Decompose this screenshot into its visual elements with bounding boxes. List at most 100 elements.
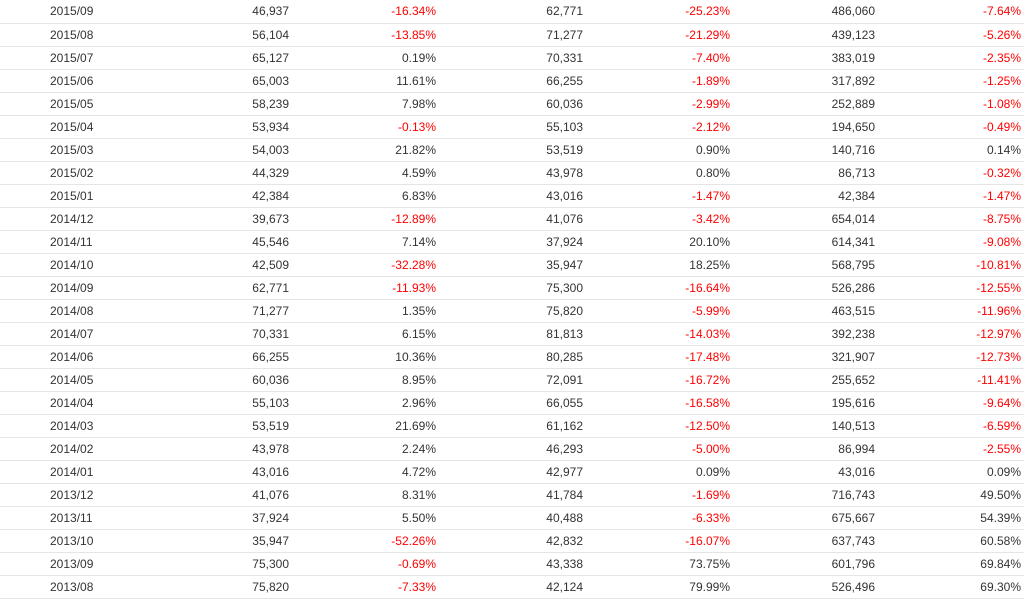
- value-3-cell: 439,123: [730, 23, 875, 47]
- change-3-cell: 54.39%: [875, 506, 1024, 530]
- table-row: 2013/08 75,820 -7.33% 42,124 79.99% 526,496 69…: [0, 575, 1024, 599]
- table-row: 2015/06 65,003 11.61% 66,255 -1.89% 317,892 -1…: [0, 69, 1024, 93]
- change-1-cell: 1.35%: [289, 299, 436, 323]
- change-2-cell: -1.47%: [583, 184, 730, 208]
- change-1-cell: -13.85%: [289, 23, 436, 47]
- change-3-cell: -9.08%: [875, 230, 1024, 254]
- change-1-cell: 4.72%: [289, 460, 436, 484]
- month-cell: 2015/06: [0, 69, 148, 93]
- value-1-cell: 71,277: [148, 299, 289, 323]
- change-1-cell: 10.36%: [289, 345, 436, 369]
- value-1-cell: 45,546: [148, 230, 289, 254]
- change-3-cell: -0.32%: [875, 161, 1024, 185]
- table-row: 2014/05 60,036 8.95% 72,091 -16.72% 255,652 -1…: [0, 368, 1024, 392]
- value-2-cell: 53,519: [436, 138, 583, 162]
- month-cell: 2014/07: [0, 322, 148, 346]
- change-3-cell: -6.59%: [875, 414, 1024, 438]
- month-cell: 2015/07: [0, 46, 148, 70]
- table-row: 2013/11 37,924 5.50% 40,488 -6.33% 675,667 54.…: [0, 506, 1024, 530]
- change-1-cell: -52.26%: [289, 529, 436, 553]
- change-1-cell: 8.95%: [289, 368, 436, 392]
- change-3-cell: -5.26%: [875, 23, 1024, 47]
- value-1-cell: 53,519: [148, 414, 289, 438]
- table-row: 2014/09 62,771 -11.93% 75,300 -16.64% 526,286…: [0, 276, 1024, 300]
- value-1-cell: 58,239: [148, 92, 289, 116]
- value-2-cell: 41,784: [436, 483, 583, 507]
- table-row: 2015/05 58,239 7.98% 60,036 -2.99% 252,889 -1.…: [0, 92, 1024, 116]
- change-2-cell: -16.72%: [583, 368, 730, 392]
- table-row: 2015/01 42,384 6.83% 43,016 -1.47% 42,384 -1.4…: [0, 184, 1024, 208]
- month-cell: 2014/03: [0, 414, 148, 438]
- change-1-cell: 8.31%: [289, 483, 436, 507]
- value-2-cell: 70,331: [436, 46, 583, 70]
- table-row: 2013/10 35,947 -52.26% 42,832 -16.07% 637,743…: [0, 529, 1024, 553]
- month-cell: 2015/02: [0, 161, 148, 185]
- change-3-cell: 49.50%: [875, 483, 1024, 507]
- change-3-cell: -7.64%: [875, 0, 1024, 24]
- month-cell: 2015/04: [0, 115, 148, 139]
- value-3-cell: 86,713: [730, 161, 875, 185]
- value-3-cell: 568,795: [730, 253, 875, 277]
- value-1-cell: 55,103: [148, 391, 289, 415]
- change-1-cell: 4.59%: [289, 161, 436, 185]
- value-3-cell: 675,667: [730, 506, 875, 530]
- change-3-cell: 0.09%: [875, 460, 1024, 484]
- value-1-cell: 43,016: [148, 460, 289, 484]
- value-3-cell: 463,515: [730, 299, 875, 323]
- table-row: 2014/02 43,978 2.24% 46,293 -5.00% 86,994 -2.5…: [0, 437, 1024, 461]
- month-cell: 2014/09: [0, 276, 148, 300]
- change-2-cell: 18.25%: [583, 253, 730, 277]
- month-cell: 2015/05: [0, 92, 148, 116]
- change-1-cell: 0.19%: [289, 46, 436, 70]
- value-1-cell: 42,509: [148, 253, 289, 277]
- value-2-cell: 43,016: [436, 184, 583, 208]
- value-2-cell: 43,978: [436, 161, 583, 185]
- table-row: 2015/08 56,104 -13.85% 71,277 -21.29% 439,123…: [0, 23, 1024, 47]
- change-2-cell: 0.09%: [583, 460, 730, 484]
- value-3-cell: 526,496: [730, 575, 875, 599]
- value-3-cell: 614,341: [730, 230, 875, 254]
- value-1-cell: 54,003: [148, 138, 289, 162]
- value-2-cell: 62,771: [436, 0, 583, 24]
- value-3-cell: 486,060: [730, 0, 875, 24]
- value-3-cell: 140,513: [730, 414, 875, 438]
- change-3-cell: -2.35%: [875, 46, 1024, 70]
- value-3-cell: 317,892: [730, 69, 875, 93]
- month-cell: 2015/08: [0, 23, 148, 47]
- change-1-cell: 2.96%: [289, 391, 436, 415]
- change-1-cell: 6.83%: [289, 184, 436, 208]
- month-cell: 2014/10: [0, 253, 148, 277]
- value-3-cell: 383,019: [730, 46, 875, 70]
- value-2-cell: 42,977: [436, 460, 583, 484]
- value-1-cell: 75,820: [148, 575, 289, 599]
- value-3-cell: 526,286: [730, 276, 875, 300]
- value-3-cell: 716,743: [730, 483, 875, 507]
- table-row: 2014/06 66,255 10.36% 80,285 -17.48% 321,907-…: [0, 345, 1024, 369]
- change-1-cell: -16.34%: [289, 0, 436, 24]
- change-3-cell: 69.30%: [875, 575, 1024, 599]
- value-3-cell: 255,652: [730, 368, 875, 392]
- month-cell: 2014/04: [0, 391, 148, 415]
- table-row: 2014/11 45,546 7.14% 37,924 20.10% 614,341 -9.…: [0, 230, 1024, 254]
- change-2-cell: -16.58%: [583, 391, 730, 415]
- table-row: 2015/07 65,127 0.19% 70,331 -7.40% 383,019 -2.…: [0, 46, 1024, 70]
- value-2-cell: 72,091: [436, 368, 583, 392]
- change-1-cell: 21.82%: [289, 138, 436, 162]
- change-1-cell: -0.69%: [289, 552, 436, 576]
- change-3-cell: -12.73%: [875, 345, 1024, 369]
- month-cell: 2014/08: [0, 299, 148, 323]
- value-1-cell: 37,924: [148, 506, 289, 530]
- change-2-cell: -16.64%: [583, 276, 730, 300]
- change-1-cell: 21.69%: [289, 414, 436, 438]
- value-2-cell: 43,338: [436, 552, 583, 576]
- value-3-cell: 140,716: [730, 138, 875, 162]
- change-2-cell: -12.50%: [583, 414, 730, 438]
- table-row: 2015/03 54,003 21.82% 53,519 0.90% 140,716 0.1…: [0, 138, 1024, 162]
- value-3-cell: 195,616: [730, 391, 875, 415]
- value-2-cell: 81,813: [436, 322, 583, 346]
- change-1-cell: 2.24%: [289, 437, 436, 461]
- value-1-cell: 75,300: [148, 552, 289, 576]
- change-2-cell: -5.00%: [583, 437, 730, 461]
- value-2-cell: 60,036: [436, 92, 583, 116]
